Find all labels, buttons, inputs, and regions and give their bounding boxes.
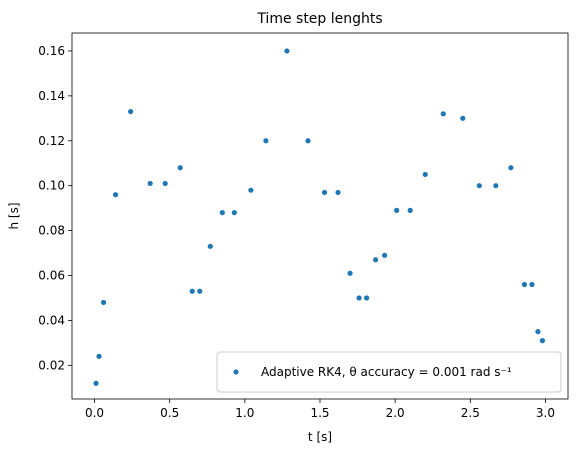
chart-title: Time step lenghts: [256, 11, 382, 27]
data-point: [493, 183, 499, 189]
axes-frame: [71, 32, 569, 400]
data-point: [284, 48, 290, 54]
y-axis-label: h [s]: [7, 202, 21, 229]
data-point: [177, 165, 183, 171]
data-point: [162, 180, 168, 187]
data-point: [305, 138, 311, 144]
y-tick-label: 0.12: [38, 134, 65, 148]
data-point: [321, 189, 328, 196]
x-tick-label: 3.0: [536, 406, 555, 420]
data-point: [476, 183, 482, 189]
data-point: [373, 257, 379, 263]
x-tick-label: 2.5: [461, 406, 480, 420]
data-point: [356, 295, 362, 301]
x-tick-label: 1.0: [235, 406, 254, 420]
data-point: [93, 380, 99, 386]
data-point: [539, 338, 546, 344]
data-point: [197, 288, 203, 294]
x-tick-label: 0.5: [160, 406, 179, 420]
y-tick-label: 0.02: [38, 358, 65, 372]
data-point: [112, 192, 119, 198]
data-point: [394, 207, 400, 213]
data-point: [263, 138, 269, 144]
y-tick-label: 0.10: [38, 179, 65, 193]
data-point: [231, 210, 237, 216]
data-point: [422, 171, 428, 178]
data-point: [128, 108, 134, 115]
x-tick-label: 2.0: [386, 406, 405, 420]
data-point: [529, 281, 535, 288]
y-tick-label: 0.06: [38, 269, 65, 283]
data-point: [100, 299, 107, 306]
data-point: [189, 288, 195, 294]
data-point: [535, 329, 541, 335]
data-point: [407, 207, 413, 213]
y-tick-label: 0.16: [38, 44, 65, 58]
x-tick-label: 1.5: [310, 406, 329, 420]
legend-marker: [233, 369, 239, 375]
legend-label: Adaptive RK4, θ accuracy = 0.001 rad s⁻¹: [261, 365, 512, 379]
legend-box: [216, 351, 562, 393]
data-point: [440, 111, 446, 117]
data-point: [147, 180, 153, 187]
data-point: [382, 252, 388, 258]
data-point: [207, 243, 213, 249]
data-point: [248, 187, 254, 193]
data-point: [521, 281, 528, 288]
data-point: [460, 115, 466, 121]
data-point: [96, 353, 102, 359]
data-point: [347, 270, 353, 276]
y-tick-label: 0.14: [38, 89, 65, 103]
y-tick-label: 0.08: [38, 224, 65, 238]
data-point: [508, 165, 514, 171]
data-point: [363, 295, 370, 301]
plot-area: 0.0 0.5 1.0 1.5 2.0 2.5 3.0 0.02 0.04 0.06 0.08 0.1…: [38, 32, 569, 420]
x-tick-label: 0.0: [85, 406, 104, 420]
data-point: [335, 189, 341, 196]
x-axis-label: t [s]: [308, 430, 332, 444]
data-point: [219, 210, 225, 216]
y-tick-label: 0.04: [38, 313, 65, 327]
